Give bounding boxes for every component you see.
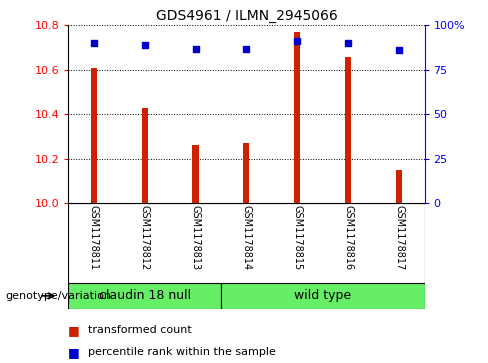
Text: GSM1178816: GSM1178816	[343, 205, 353, 270]
Bar	[91, 68, 97, 203]
Point	[395, 48, 403, 53]
Text: ■: ■	[68, 346, 84, 359]
Text: genotype/variation: genotype/variation	[5, 291, 111, 301]
Text: claudin 18 null: claudin 18 null	[99, 289, 191, 302]
Text: wild type: wild type	[294, 289, 351, 302]
Text: GSM1178813: GSM1178813	[190, 205, 201, 270]
Bar	[244, 143, 249, 203]
Title: GDS4961 / ILMN_2945066: GDS4961 / ILMN_2945066	[156, 9, 337, 23]
Text: transformed count: transformed count	[88, 325, 192, 335]
Bar	[142, 108, 148, 203]
Bar	[68, 283, 221, 309]
Text: GSM1178815: GSM1178815	[292, 205, 303, 270]
Text: ■: ■	[68, 324, 84, 337]
Text: GSM1178817: GSM1178817	[394, 205, 404, 270]
Point	[293, 38, 301, 44]
Point	[243, 46, 250, 52]
Point	[90, 40, 98, 46]
Point	[192, 46, 200, 52]
Text: GSM1178811: GSM1178811	[89, 205, 99, 270]
Point	[345, 40, 352, 46]
Text: percentile rank within the sample: percentile rank within the sample	[88, 347, 276, 357]
Point	[141, 42, 148, 48]
Bar	[396, 170, 402, 203]
Bar	[221, 283, 425, 309]
Bar	[192, 146, 199, 203]
Text: GSM1178814: GSM1178814	[242, 205, 251, 270]
Bar	[294, 32, 301, 203]
Text: GSM1178812: GSM1178812	[140, 205, 150, 270]
Bar	[345, 57, 351, 203]
